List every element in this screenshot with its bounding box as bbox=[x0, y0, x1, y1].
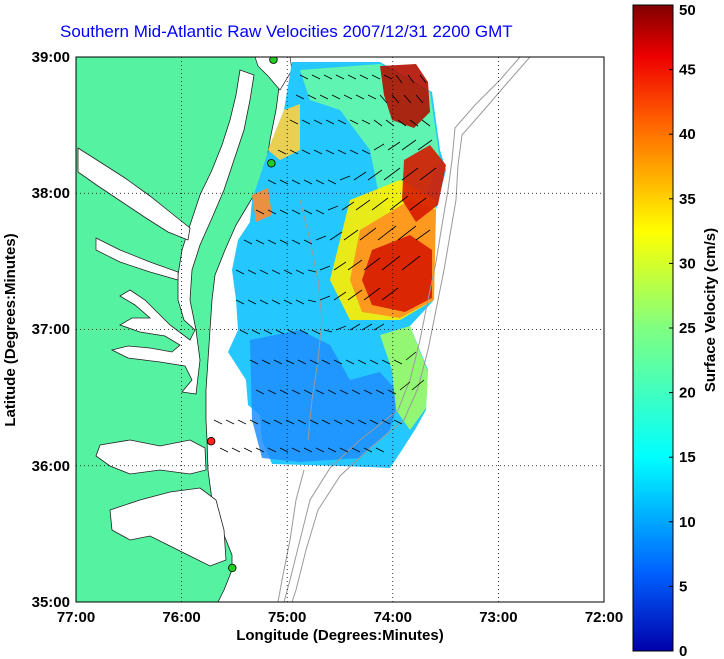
red-zone-east bbox=[402, 145, 446, 222]
colorbar-ticks: 0 5 10 15 20 25 30 35 40 45 50 bbox=[669, 2, 696, 659]
vector-row-6 bbox=[255, 195, 427, 215]
station-central-marker bbox=[267, 159, 276, 168]
inner-contour bbox=[299, 199, 323, 441]
vector-row-4 bbox=[277, 139, 433, 155]
vector-row-11 bbox=[249, 351, 417, 365]
vector-row-14 bbox=[219, 447, 385, 453]
colorbar-tick-label: 15 bbox=[679, 449, 696, 466]
colorbar-tick-label: 50 bbox=[679, 2, 696, 19]
velocity-vectors bbox=[213, 74, 437, 453]
y-axis-label: Latitude (Degrees:Minutes) bbox=[2, 233, 19, 426]
y-tick-label: 36:00 bbox=[32, 458, 70, 475]
station-south-red-marker bbox=[206, 437, 216, 446]
red-zone bbox=[362, 235, 432, 312]
shelf-break-contour-2 bbox=[291, 57, 531, 602]
colorbar-gradient bbox=[632, 4, 674, 652]
y-tick-labels: 39:00 38:00 37:00 36:00 35:00 bbox=[32, 49, 70, 611]
station-south-marker bbox=[228, 563, 237, 573]
albemarle-sound bbox=[95, 439, 207, 475]
colorbar-tick-label: 20 bbox=[679, 385, 696, 402]
colorbar-tick-label: 5 bbox=[679, 578, 687, 595]
bathymetry-contours bbox=[277, 57, 531, 602]
delaware-bay bbox=[254, 57, 293, 91]
vector-row-9 bbox=[235, 287, 399, 305]
vector-row-10 bbox=[239, 323, 385, 335]
vector-row-5 bbox=[267, 167, 437, 185]
y-tick-label: 38:00 bbox=[32, 185, 70, 202]
station-north-marker bbox=[269, 57, 278, 64]
colorbar-tick-label: 35 bbox=[679, 191, 696, 208]
x-tick-label: 76:00 bbox=[162, 609, 200, 626]
vector-row-8 bbox=[235, 255, 421, 275]
colorbar-tick-label: 45 bbox=[679, 62, 696, 79]
pamlico-sound bbox=[109, 487, 227, 567]
orange-zone-coastal bbox=[252, 188, 272, 222]
plot-frame bbox=[75, 56, 605, 603]
rappahannock-river bbox=[95, 237, 179, 281]
vector-row-2 bbox=[295, 94, 424, 104]
shelf-break-contour-1 bbox=[283, 57, 521, 602]
x-tick-label: 74:00 bbox=[374, 609, 412, 626]
x-tick-label: 72:00 bbox=[585, 609, 623, 626]
colorbar-tick-label: 10 bbox=[679, 514, 696, 531]
potomac-river bbox=[77, 147, 191, 241]
vector-row-12 bbox=[255, 379, 425, 395]
page-title: Southern Mid-Atlantic Raw Velocities 200… bbox=[60, 22, 513, 41]
y-tick-label: 39:00 bbox=[32, 49, 70, 66]
graticule bbox=[76, 57, 604, 602]
yellow-zone-west bbox=[268, 104, 300, 160]
radar-stations bbox=[206, 57, 278, 573]
shelf-break-contour-3 bbox=[277, 469, 305, 602]
vector-row-3 bbox=[289, 119, 431, 127]
x-axis-label: Longitude (Degrees:Minutes) bbox=[236, 627, 444, 644]
x-tick-label: 73:00 bbox=[479, 609, 517, 626]
x-tick-label: 75:00 bbox=[268, 609, 306, 626]
colorbar: 0 5 10 15 20 25 30 35 40 45 50 Surface Velocity (c… bbox=[632, 2, 719, 659]
chesapeake-bay bbox=[110, 69, 255, 395]
colorbar-label: Surface Velocity (cm/s) bbox=[702, 228, 719, 392]
vector-row-13 bbox=[213, 419, 403, 425]
vector-row-7 bbox=[243, 225, 431, 245]
colorbar-tick-label: 40 bbox=[679, 126, 696, 143]
x-tick-label: 77:00 bbox=[57, 609, 95, 626]
colorbar-tick-label: 30 bbox=[679, 255, 696, 272]
y-tick-label: 37:00 bbox=[32, 321, 70, 338]
colorbar-tick-label: 25 bbox=[679, 320, 696, 337]
colorbar-tick-label: 0 bbox=[679, 643, 687, 659]
y-tick-label: 35:00 bbox=[32, 594, 70, 611]
x-tick-labels: 77:00 76:00 75:00 74:00 73:00 72:00 bbox=[57, 609, 623, 626]
vector-row-1 bbox=[299, 74, 427, 84]
